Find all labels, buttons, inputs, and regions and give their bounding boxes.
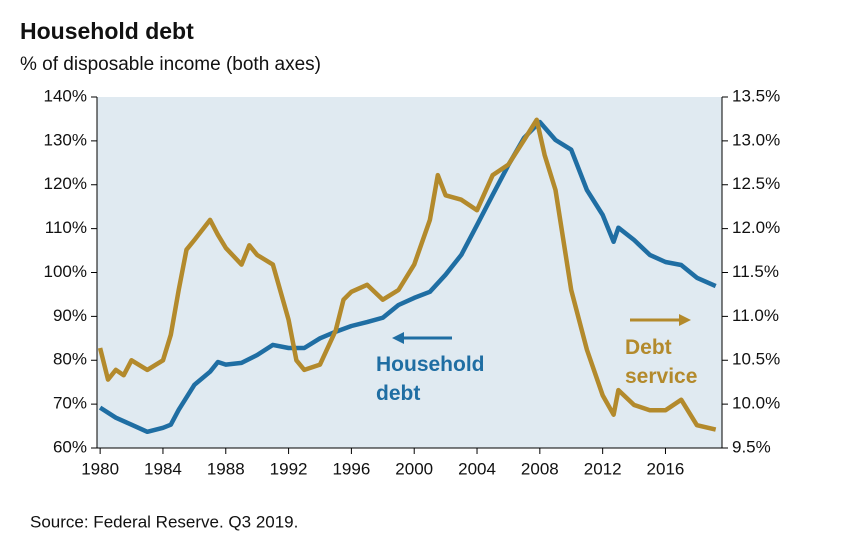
- series-line: [97, 117, 717, 432]
- x-tick-label: 1988: [207, 459, 245, 478]
- chart-title: Household debt: [20, 18, 194, 44]
- y-tick-label: 110%: [45, 218, 87, 237]
- y-tick-label: 100%: [44, 262, 87, 281]
- x-tick-label: 1980: [81, 459, 119, 478]
- source-note: Source: Federal Reserve. Q3 2019.: [30, 512, 298, 531]
- y2-tick-label: 11.5%: [732, 262, 779, 281]
- y2-tick-label: 11.0%: [732, 306, 779, 325]
- y2-tick-label: 13.0%: [732, 130, 780, 149]
- y-tick-label: 140%: [44, 86, 87, 105]
- x-tick-label: 1992: [270, 459, 308, 478]
- series-label: Debt service: [625, 336, 697, 388]
- series-line: [98, 119, 717, 435]
- x-tick-label: 2000: [395, 459, 433, 478]
- x-tick-label: 2016: [647, 459, 685, 478]
- y-tick-label: 80%: [53, 350, 87, 369]
- y-tick-label: 70%: [53, 394, 87, 413]
- y-tick-label: 130%: [44, 130, 87, 149]
- y-tick-label: 60%: [53, 437, 87, 456]
- series-label: Household debt: [376, 353, 490, 405]
- y2-tick-label: 10.5%: [732, 350, 780, 369]
- x-tick-label: 1996: [332, 459, 370, 478]
- y2-tick-label: 13.5%: [732, 86, 780, 105]
- y-tick-label: 120%: [44, 174, 87, 193]
- y2-tick-label: 12.0%: [732, 218, 780, 237]
- y2-tick-label: 10.0%: [732, 394, 780, 413]
- y2-tick-label: 9.5%: [732, 437, 771, 456]
- arrow-household: [392, 332, 452, 344]
- x-tick-label: 1984: [144, 459, 182, 478]
- chart-subtitle: % of disposable income (both axes): [20, 54, 321, 75]
- y-tick-label: 90%: [53, 306, 87, 325]
- x-tick-label: 2012: [584, 459, 622, 478]
- arrow-debt-service: [630, 314, 691, 326]
- y2-tick-label: 12.5%: [732, 174, 780, 193]
- x-tick-label: 2008: [521, 459, 559, 478]
- x-tick-label: 2004: [458, 459, 496, 478]
